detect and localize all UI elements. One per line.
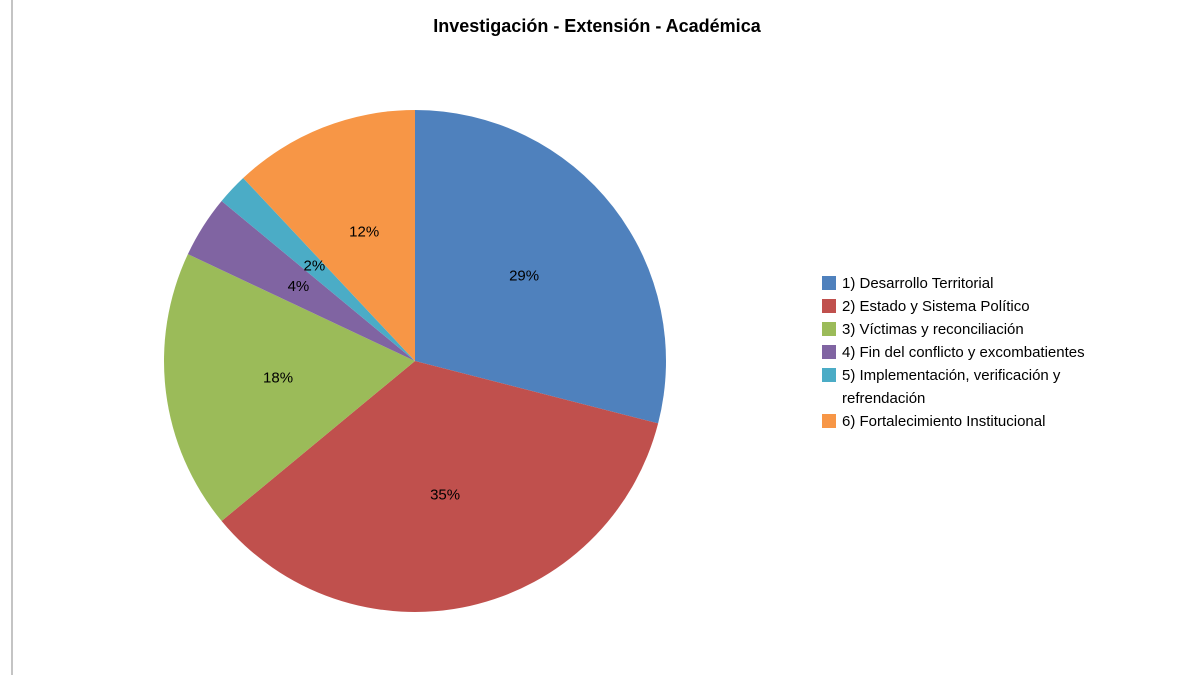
legend-item: 2) Estado y Sistema Político [822, 295, 1112, 318]
pie-slice [187, 201, 415, 361]
data-label: 12% [349, 224, 379, 241]
legend-item: 6) Fortalecimiento Institucional [822, 410, 1112, 433]
pie-slice [164, 254, 415, 521]
legend-label: 4) Fin del conflicto y excombatientes [842, 344, 1085, 361]
pie-slice [221, 361, 659, 613]
chart-title: Investigación - Extensión - Académica [433, 16, 761, 36]
legend-swatch [822, 276, 836, 290]
legend-swatch [822, 414, 836, 428]
legend-label: 5) Implementación, verificación y refren… [842, 367, 1061, 407]
pie-slice [221, 178, 415, 361]
data-label: 35% [430, 487, 460, 504]
legend-label: 1) Desarrollo Territorial [842, 275, 994, 292]
legend-item: 3) Víctimas y reconciliación [822, 318, 1112, 341]
legend-swatch [822, 345, 836, 359]
data-label: 2% [304, 257, 326, 274]
legend-label: 3) Víctimas y reconciliación [842, 321, 1024, 338]
data-label: 18% [263, 369, 293, 386]
data-label: 29% [509, 267, 539, 284]
pie-slice [243, 109, 415, 361]
legend-label: 2) Estado y Sistema Político [842, 298, 1030, 315]
legend-item: 4) Fin del conflicto y excombatientes [822, 341, 1112, 364]
legend-swatch [822, 322, 836, 336]
pie-slice [415, 110, 666, 424]
legend-item: 5) Implementación, verificación y refren… [822, 364, 1112, 410]
legend-swatch [822, 368, 836, 382]
legend-label: 6) Fortalecimiento Institucional [842, 413, 1046, 430]
legend: 1) Desarrollo Territorial 2) Estado y Sis… [822, 272, 1132, 433]
data-label: 4% [288, 278, 310, 295]
legend-swatch [822, 299, 836, 313]
legend-item: 1) Desarrollo Territorial [822, 272, 1112, 295]
